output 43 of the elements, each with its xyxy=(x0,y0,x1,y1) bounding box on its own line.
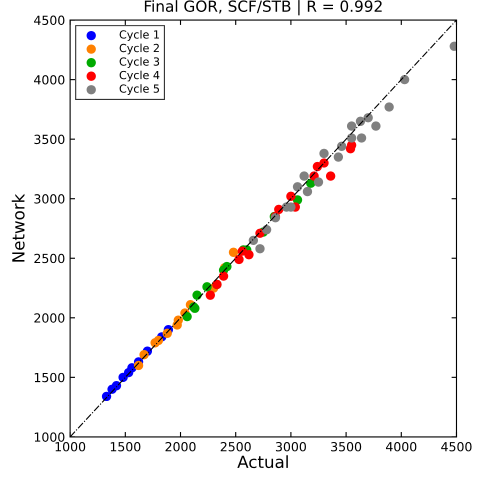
x-axis-title: Actual xyxy=(237,455,288,468)
point xyxy=(356,133,366,143)
point xyxy=(319,148,329,158)
y-tick-label: 1000 xyxy=(34,432,64,442)
point xyxy=(371,121,381,131)
point xyxy=(255,244,265,254)
y-tick-label: 2500 xyxy=(34,254,64,264)
point xyxy=(346,121,356,131)
x-tick-label: 2500 xyxy=(220,442,251,452)
y-tick-label: 2000 xyxy=(34,313,64,323)
point xyxy=(112,381,122,390)
x-tick-label: 2000 xyxy=(166,442,196,452)
legend-label: Cycle 5 xyxy=(120,84,160,95)
legend-label: Cycle 2 xyxy=(120,44,159,54)
x-tick-label: 3500 xyxy=(331,442,362,452)
legend-label: Cycle 1 xyxy=(120,30,159,41)
x-tick-label: 4500 xyxy=(441,442,472,452)
point xyxy=(299,171,309,181)
legend-label: Cycle 3 xyxy=(120,57,160,68)
y-axis-title: Network xyxy=(12,194,25,262)
y-tick-label: 4000 xyxy=(34,75,64,85)
chart-title: Final GOR, SCF/STB | R = 0.992 xyxy=(144,0,382,16)
point xyxy=(384,102,394,112)
y-tick-label: 3500 xyxy=(34,134,64,144)
point xyxy=(302,186,312,196)
x-tick-label: 1500 xyxy=(110,442,140,452)
point xyxy=(346,133,356,143)
point xyxy=(206,290,215,300)
point xyxy=(292,182,302,192)
y-tick-label: 1500 xyxy=(34,372,64,382)
point xyxy=(334,152,344,162)
point xyxy=(218,271,228,281)
legend-label: Cycle 4 xyxy=(120,70,160,82)
y-tick-label: 4500 xyxy=(34,16,64,26)
y-tick-label: 3000 xyxy=(34,194,64,204)
point xyxy=(314,177,324,187)
point xyxy=(182,312,192,322)
point xyxy=(228,248,238,257)
point xyxy=(234,254,244,264)
point xyxy=(326,171,336,181)
x-tick-label: 1000 xyxy=(56,442,86,452)
x-tick-label: 4000 xyxy=(386,442,416,452)
x-tick-label: 3000 xyxy=(276,442,306,452)
